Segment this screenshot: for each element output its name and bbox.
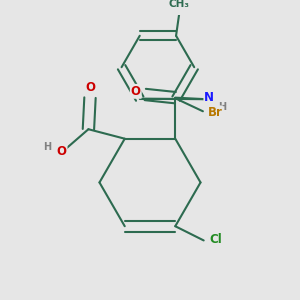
Text: CH₃: CH₃ bbox=[169, 0, 190, 8]
Text: H: H bbox=[43, 142, 51, 152]
Text: O: O bbox=[57, 145, 67, 158]
Text: Br: Br bbox=[208, 106, 222, 119]
Text: H: H bbox=[218, 102, 226, 112]
Text: N: N bbox=[204, 91, 214, 104]
Text: O: O bbox=[131, 85, 141, 98]
Text: O: O bbox=[85, 81, 95, 94]
Text: Cl: Cl bbox=[209, 233, 222, 246]
